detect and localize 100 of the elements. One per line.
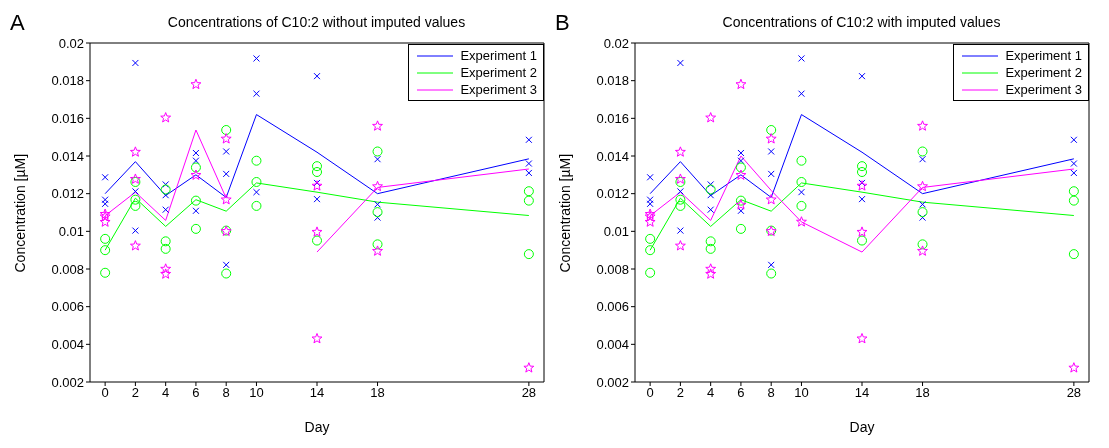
point [917,146,928,157]
y-tick-label: 0.012 [51,186,84,202]
point [160,184,171,195]
y-tick-label: 0.012 [596,186,629,202]
point [100,233,111,244]
point [797,188,805,196]
point [917,239,928,250]
point [919,200,927,208]
point [130,200,141,211]
y-axis-title: Concentration [µM] [556,153,573,273]
point [372,245,383,256]
point [766,125,777,136]
legend-label: Experiment 1 [460,47,537,64]
point [1070,169,1078,177]
point [131,187,139,195]
point [675,194,686,205]
point [131,59,139,67]
point [646,173,654,181]
point [705,263,717,274]
point [190,162,201,173]
point [676,59,684,67]
point [767,147,775,155]
x-tick-label: 2 [131,385,140,401]
y-axis-title: Concentration [µM] [11,153,28,273]
point [100,245,111,256]
y-tick-label: 0.02 [603,35,629,51]
point [705,236,716,247]
point [523,249,534,260]
point [372,180,383,192]
point [856,332,868,344]
point [523,195,534,206]
point [645,233,656,244]
point [705,112,717,123]
x-tick-label: 28 [1066,385,1082,401]
point [735,78,747,90]
legend-label: Experiment 2 [1005,64,1082,81]
point [374,155,382,163]
point [129,146,141,157]
x-tick-label: 6 [192,385,200,401]
point [525,160,533,168]
point [523,186,534,197]
x-tick-label: 8 [767,385,775,401]
point [190,78,202,90]
point [221,125,232,136]
legend-label: Experiment 3 [460,81,537,98]
point [858,195,866,203]
x-tick-label: 14 [854,385,870,401]
point [251,176,262,187]
x-tick-label: 0 [101,385,109,401]
point [130,194,141,205]
point [676,187,684,195]
point [220,193,232,205]
y-tick-label: 0.016 [51,110,84,126]
point [674,240,686,251]
point [1068,195,1079,206]
x-axis-title: Day [304,419,330,435]
point [523,362,535,373]
point [919,155,927,163]
x-tick-label: 28 [521,385,537,401]
point [646,200,654,208]
text: A [10,10,25,36]
y-tick-label: 0.008 [51,261,84,277]
point [735,169,747,180]
point [856,226,868,237]
point [645,267,656,278]
point [917,180,928,192]
point [858,72,866,80]
point [735,195,746,206]
point [766,268,777,279]
point [129,240,141,251]
y-tick-label: 0.004 [596,336,629,352]
point [101,200,109,208]
y-tick-label: 0.016 [596,110,629,126]
point [796,176,807,187]
x-tick-label: 18 [370,385,385,401]
point [313,195,321,203]
point [917,207,928,218]
point [917,120,928,131]
chart-title: Concentrations of C10:2 without imputed values [166,14,467,30]
y-tick-label: 0.01 [603,223,629,239]
y-tick-label: 0.002 [51,374,84,390]
point [312,167,322,178]
point [705,268,717,279]
point [737,157,745,165]
point [222,147,230,155]
point [192,157,200,165]
point [190,223,201,234]
point [857,167,867,178]
point [192,207,200,215]
point [645,245,656,256]
x-tick-label: 4 [162,385,170,401]
point [675,200,686,211]
y-tick-label: 0.014 [596,148,629,164]
point [676,227,684,235]
point [525,169,533,177]
point [796,155,807,166]
point [160,236,171,247]
point [220,133,232,144]
point [767,261,775,269]
point [101,196,109,204]
